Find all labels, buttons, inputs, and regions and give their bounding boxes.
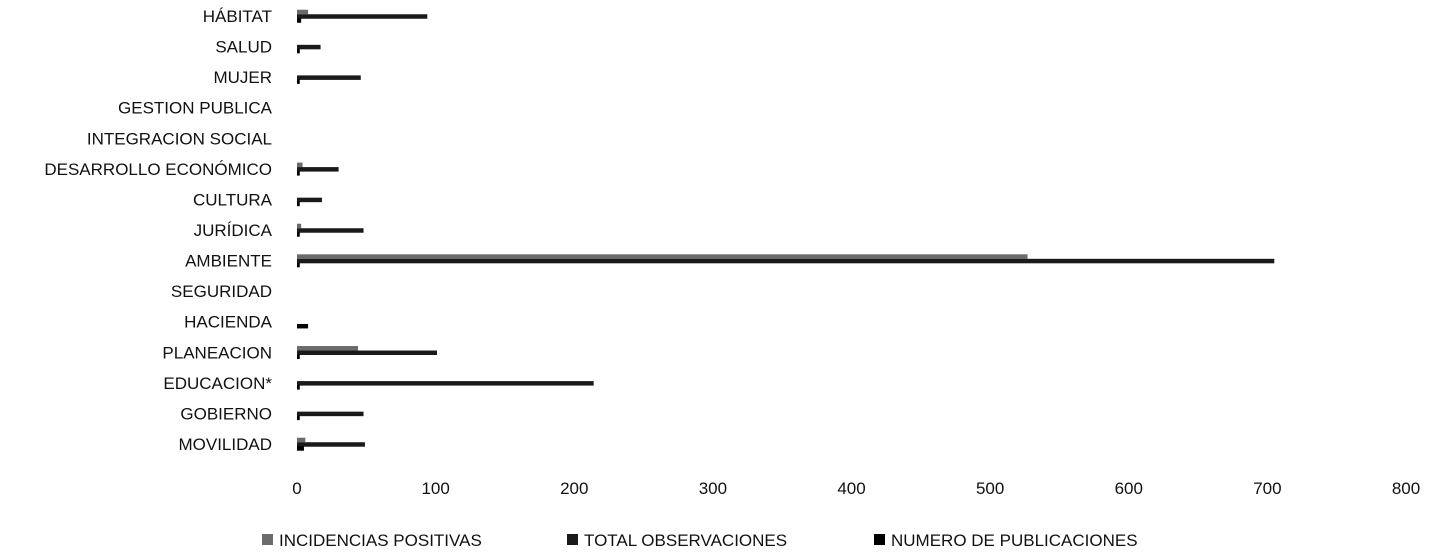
bar-total-observaciones <box>297 381 594 386</box>
category-label: SALUD <box>215 38 272 57</box>
legend-label: TOTAL OBSERVACIONES <box>584 531 787 550</box>
bar-numero-de-publicaciones <box>297 232 300 237</box>
x-tick-label: 300 <box>699 479 727 498</box>
bar-incidencias-positivas <box>297 346 358 351</box>
bar-numero-de-publicaciones <box>297 48 300 54</box>
bar-total-observaciones <box>297 350 438 356</box>
legend-label: INCIDENCIAS POSITIVAS <box>279 531 482 550</box>
bar-numero-de-publicaciones <box>297 201 300 207</box>
bar-numero-de-publicaciones <box>297 385 300 390</box>
category-label: HACIENDA <box>184 313 273 332</box>
bar-total-observaciones <box>297 442 365 447</box>
bar-total-observaciones <box>297 197 322 203</box>
bar-incidencias-positivas <box>297 223 302 229</box>
bar-total-observaciones <box>297 228 364 233</box>
bar-incidencias-positivas <box>297 254 1028 259</box>
legend-label: NUMERO DE PUBLICACIONES <box>891 531 1138 550</box>
category-label: MOVILIDAD <box>178 435 272 454</box>
bar-total-observaciones <box>297 411 364 417</box>
category-label: PLANEACION <box>162 343 272 362</box>
bar-numero-de-publicaciones <box>297 323 309 329</box>
legend: INCIDENCIAS POSITIVAS TOTAL OBSERVACIONES… <box>262 531 1138 550</box>
bar-incidencias-positivas <box>297 437 306 443</box>
x-axis-ticks: 0 100 200 300 400 500 600 700 800 <box>292 479 1420 498</box>
bar-total-observaciones <box>297 14 428 19</box>
bars-group <box>296 6 1275 454</box>
category-label: SEGURIDAD <box>171 282 272 301</box>
x-tick-label: 800 <box>1392 479 1420 498</box>
x-tick-label: 200 <box>560 479 588 498</box>
bar-numero-de-publicaciones <box>297 262 300 268</box>
bar-incidencias-positivas <box>297 9 309 15</box>
x-tick-label: 700 <box>1253 479 1281 498</box>
bar-numero-de-publicaciones <box>297 354 300 360</box>
legend-swatch <box>874 534 885 545</box>
category-label: MUJER <box>213 68 272 87</box>
category-label: JURÍDICA <box>194 221 273 240</box>
legend-swatch <box>567 534 578 545</box>
bar-numero-de-publicaciones <box>297 415 300 421</box>
category-labels: MOVILIDAD GOBIERNO EDUCACION* PLANEACION HAC… <box>44 7 272 454</box>
category-label: HÁBITAT <box>203 7 272 26</box>
bar-incidencias-positivas <box>297 162 303 168</box>
bar-total-observaciones <box>297 258 1275 264</box>
category-label: INTEGRACION SOCIAL <box>87 129 272 148</box>
x-tick-label: 100 <box>421 479 449 498</box>
bar-total-observaciones <box>297 167 339 172</box>
category-label: GOBIERNO <box>180 404 272 423</box>
bar-total-observaciones <box>297 75 361 80</box>
x-tick-label: 0 <box>292 479 301 498</box>
bar-numero-de-publicaciones <box>297 79 300 84</box>
category-label: GESTION PUBLICA <box>118 99 273 118</box>
x-tick-label: 500 <box>976 479 1004 498</box>
category-label: AMBIENTE <box>185 252 272 271</box>
category-label: CULTURA <box>193 190 273 209</box>
x-tick-label: 600 <box>1115 479 1143 498</box>
bar-numero-de-publicaciones <box>297 171 300 176</box>
bar-numero-de-publicaciones <box>297 446 304 451</box>
category-label: DESARROLLO ECONÓMICO <box>44 160 272 179</box>
x-tick-label: 400 <box>837 479 865 498</box>
bar-numero-de-publicaciones <box>297 18 302 23</box>
category-label: EDUCACION* <box>163 374 272 393</box>
bar-total-observaciones <box>297 44 321 50</box>
legend-swatch <box>262 534 273 545</box>
